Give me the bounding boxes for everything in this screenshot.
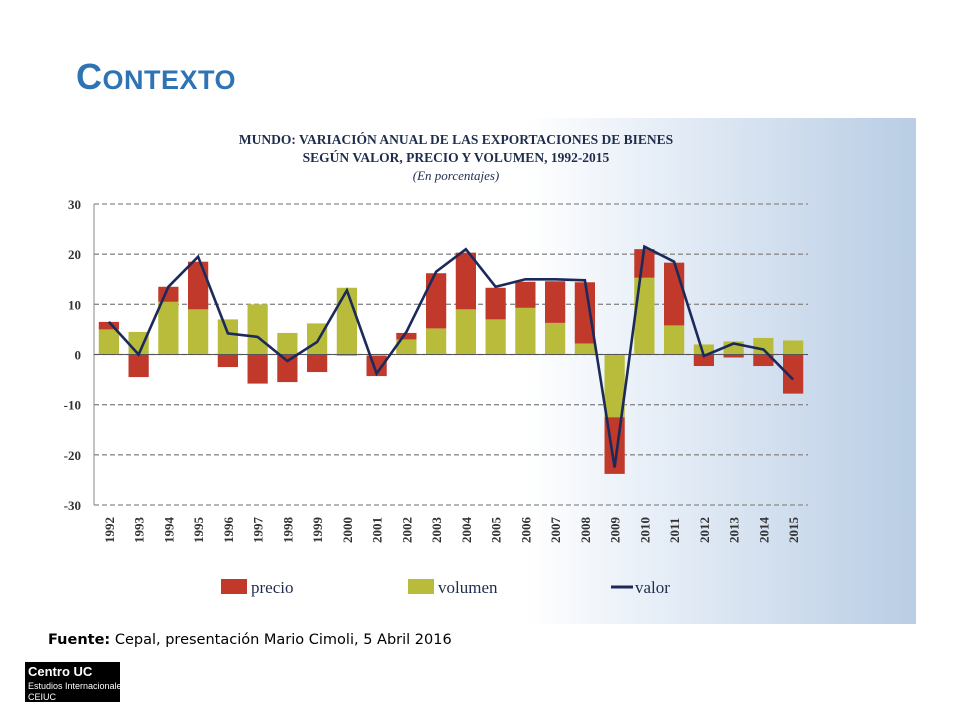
y-tick-label: -30 [64, 498, 81, 513]
x-tick-label: 1997 [251, 517, 266, 544]
bar-precio-1996 [217, 354, 238, 368]
bar-precio-2006 [515, 281, 536, 308]
x-tick-label: 2004 [459, 517, 474, 544]
x-tick-label: 1998 [280, 517, 295, 544]
bar-volumen-1998 [277, 332, 298, 355]
x-tick-label: 2002 [399, 517, 414, 543]
y-tick-label: 10 [68, 297, 81, 312]
legend-swatch-volumen [408, 579, 434, 594]
legend-swatch-precio [221, 579, 247, 594]
slide-title: CONTEXTO [76, 56, 237, 97]
x-tick-label: 2010 [637, 517, 652, 543]
bar-volumen-2011 [664, 325, 685, 355]
x-tick-label: 2013 [727, 517, 742, 544]
bar-precio-2012 [693, 354, 714, 367]
legend-label-valor: valor [635, 578, 670, 597]
bar-volumen-2010 [634, 277, 655, 355]
x-tick-label: 2005 [489, 517, 504, 544]
chart-title-line2: SEGÚN VALOR, PRECIO Y VOLUMEN, 1992-2015 [302, 150, 610, 165]
y-tick-label: -20 [64, 448, 81, 463]
ceiuc-logo: Centro UC Estudios Internacionales CEIUC [25, 662, 120, 702]
y-tick-label: 20 [68, 247, 81, 262]
bar-precio-2005 [485, 287, 506, 320]
legend-label-volumen: volumen [438, 578, 498, 597]
line-valor [107, 244, 795, 468]
bar-volumen-1995 [188, 309, 209, 355]
x-tick-label: 1993 [132, 517, 147, 544]
bar-precio-1992 [98, 321, 119, 330]
bar-volumen-2008 [574, 343, 595, 355]
bar-precio-1995 [188, 261, 209, 310]
x-tick-label: 1992 [102, 517, 117, 543]
bar-precio-2007 [545, 281, 566, 323]
bar-precio-2002 [396, 332, 417, 340]
bar-precio-2011 [664, 262, 685, 326]
x-tick-label: 2001 [370, 517, 385, 543]
chart-figure: MUNDO: VARIACIÓN ANUAL DE LAS EXPORTACIO… [46, 118, 916, 624]
bar-precio-2004 [455, 252, 476, 310]
bar-precio-2014 [753, 354, 774, 367]
bar-precio-2008 [574, 282, 595, 344]
bar-volumen-2006 [515, 307, 536, 355]
bar-volumen-2014 [753, 337, 774, 355]
bar-precio-2015 [783, 354, 804, 394]
x-tick-label: 2003 [429, 517, 444, 544]
x-tick-label: 1994 [161, 517, 176, 544]
x-tick-label: 2015 [786, 517, 801, 544]
bar-precio-1993 [128, 354, 149, 378]
bar-volumen-2009 [604, 354, 625, 418]
y-tick-label: 30 [68, 197, 81, 212]
bar-volumen-2000 [336, 287, 357, 355]
x-tick-label: 2014 [756, 517, 771, 544]
bar-volumen-2001 [366, 354, 387, 357]
chart-title-line1: MUNDO: VARIACIÓN ANUAL DE LAS EXPORTACIO… [238, 132, 674, 147]
x-tick-label: 2011 [667, 518, 682, 543]
bar-volumen-1994 [158, 301, 179, 355]
bar-volumen-2012 [693, 344, 714, 355]
bar-volumen-2002 [396, 339, 417, 355]
x-tick-label: 2009 [608, 517, 623, 544]
bar-volumen-2003 [426, 328, 447, 355]
bar-precio-2003 [426, 273, 447, 329]
bar-precio-2013 [723, 354, 744, 358]
y-tick-label: -10 [64, 398, 81, 413]
x-tick-label: 2012 [697, 517, 712, 543]
bar-precio-2010 [634, 249, 655, 278]
bar-volumen-1992 [98, 329, 119, 355]
bar-volumen-1997 [247, 304, 268, 355]
legend-label-precio: precio [251, 578, 293, 597]
bar-volumen-2005 [485, 319, 506, 355]
x-tick-label: 1999 [310, 517, 325, 544]
source-note: Fuente: Cepal, presentación Mario Cimoli… [48, 632, 452, 648]
x-tick-label: 2008 [578, 517, 593, 544]
bar-precio-1997 [247, 354, 268, 384]
x-tick-label: 2007 [548, 517, 563, 544]
bar-volumen-1996 [217, 319, 238, 355]
y-tick-label: 0 [75, 348, 82, 363]
x-tick-label: 1996 [221, 517, 236, 544]
bar-precio-1999 [307, 354, 328, 373]
bar-precio-2000 [336, 354, 357, 356]
x-tick-label: 2006 [518, 517, 533, 544]
bar-volumen-2004 [455, 309, 476, 355]
chart-subtitle: (En porcentajes) [412, 168, 500, 183]
bar-volumen-2007 [545, 322, 566, 355]
bar-volumen-2015 [783, 340, 804, 355]
x-tick-label: 1995 [191, 517, 206, 544]
x-tick-label: 2000 [340, 517, 355, 543]
bar-precio-1998 [277, 354, 298, 383]
